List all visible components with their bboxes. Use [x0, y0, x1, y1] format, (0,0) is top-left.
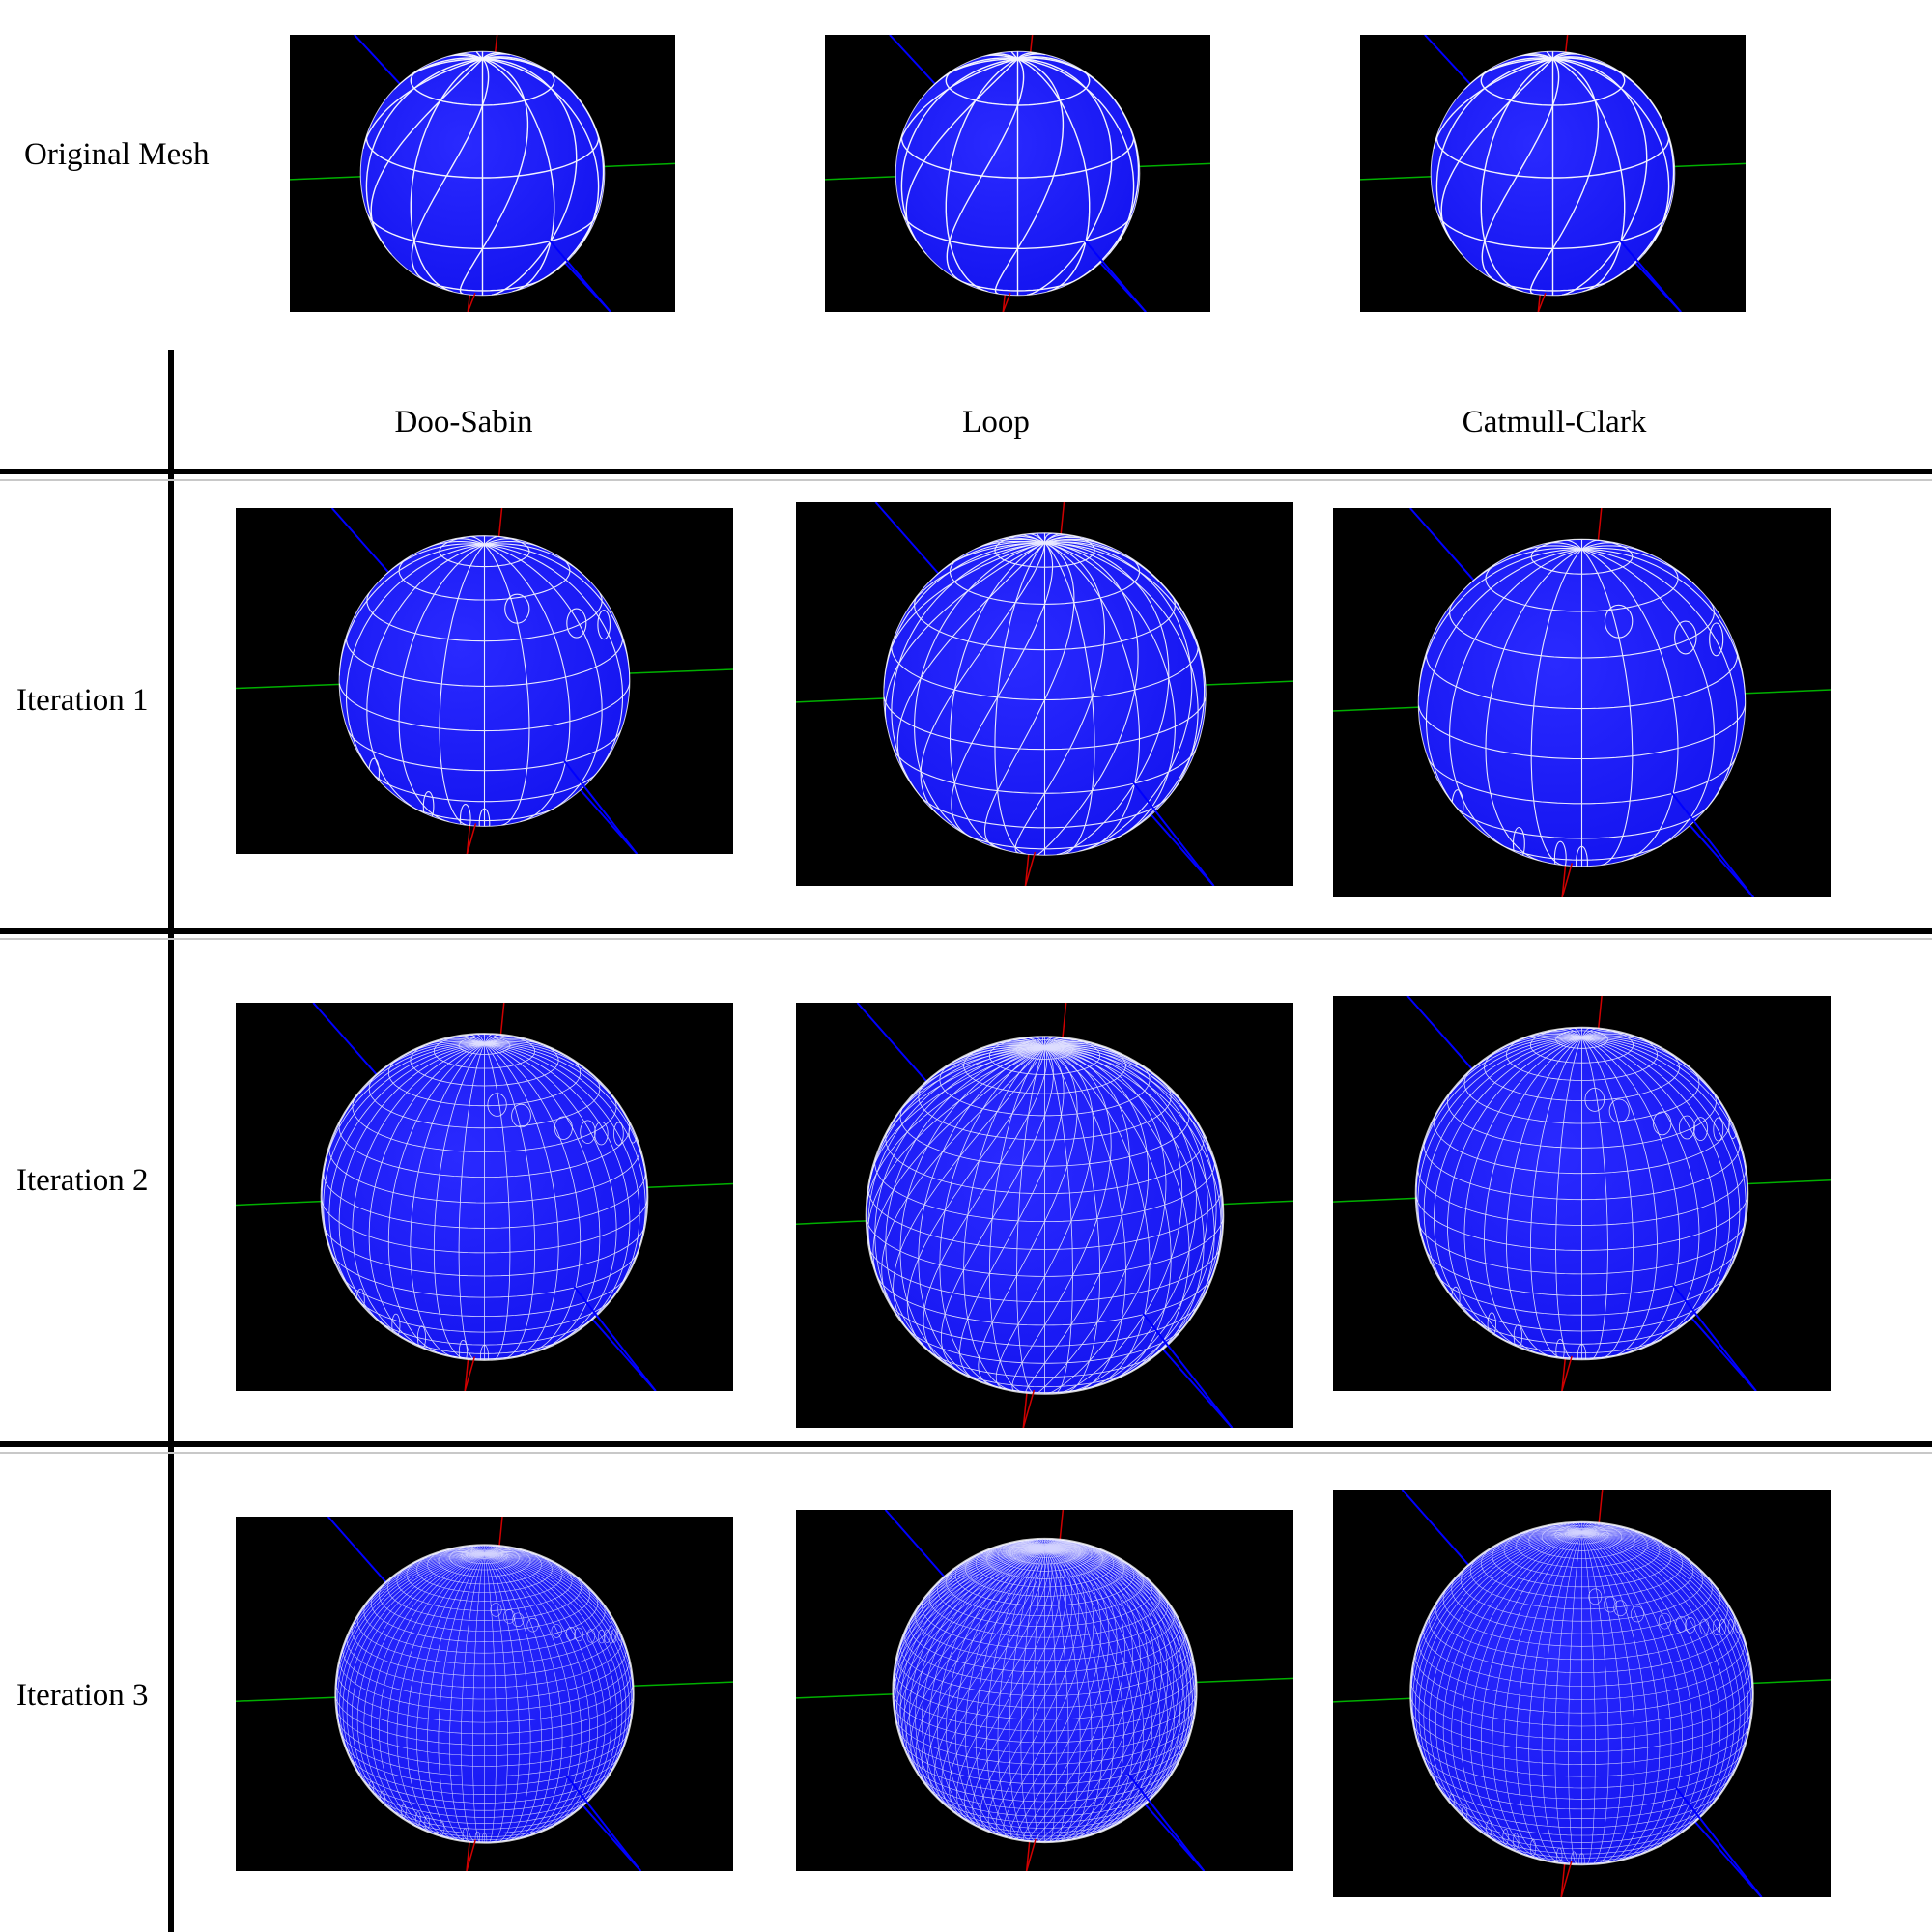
sphere-wireframe-graphic — [236, 508, 733, 854]
sphere-outline — [359, 50, 606, 297]
sphere-wireframe-graphic — [290, 35, 675, 312]
sphere-outline — [865, 1036, 1225, 1395]
doo-sabin-iteration-2-render — [236, 1003, 733, 1391]
sphere-outline — [1430, 50, 1676, 297]
original-mesh-render-2 — [825, 35, 1210, 312]
table-divider-row1 — [0, 928, 1932, 934]
y-axis-front-line — [466, 823, 477, 854]
z-axis-front-line — [1084, 240, 1147, 312]
z-axis-front-line — [563, 760, 639, 854]
sphere-wireframe-graphic — [825, 35, 1210, 312]
z-axis-front-line — [573, 1286, 657, 1391]
loop-iteration-1-render — [796, 502, 1293, 886]
table-divider-header — [0, 469, 1932, 474]
z-axis-front-line — [565, 1775, 642, 1871]
column-header-doo-sabin: Doo-Sabin — [394, 405, 533, 440]
sphere-wireframe — [335, 1545, 634, 1843]
y-axis-front-line — [1537, 292, 1547, 312]
original-mesh-render-1 — [290, 35, 675, 312]
sphere-wireframe-graphic — [796, 1003, 1293, 1428]
z-axis-front-line — [1132, 781, 1215, 886]
sphere-outline — [1409, 1520, 1754, 1866]
y-axis-front-line — [464, 1356, 476, 1391]
table-divider-row1-shadow — [0, 938, 1932, 940]
sphere-outline — [892, 1537, 1198, 1844]
sphere-outline — [895, 50, 1141, 297]
z-axis-front-line — [1619, 240, 1682, 312]
loop-iteration-3-render — [796, 1510, 1293, 1871]
doo-sabin-iteration-3-render — [236, 1517, 733, 1871]
y-axis-front-line — [466, 1839, 476, 1871]
sphere-outline — [334, 1544, 635, 1844]
sphere-wireframe — [321, 1034, 648, 1360]
y-axis-front-line — [467, 292, 476, 312]
y-axis-front-line — [1561, 863, 1574, 897]
sphere-wireframe-graphic — [796, 1510, 1293, 1871]
z-axis-front-line — [1672, 1284, 1757, 1391]
original-mesh-render-3 — [1360, 35, 1746, 312]
z-axis-front-line — [1142, 1313, 1234, 1428]
y-axis-front-line — [1560, 1861, 1573, 1897]
table-vertical-divider — [168, 350, 174, 1932]
sphere-wireframe — [1410, 1521, 1753, 1865]
row-label-iteration-2: Iteration 2 — [16, 1163, 149, 1198]
column-header-catmull-clark: Catmull-Clark — [1462, 405, 1647, 440]
y-axis-front-line — [1022, 1389, 1036, 1428]
sphere-wireframe — [883, 532, 1207, 856]
sphere-wireframe — [1415, 1027, 1748, 1360]
sphere-outline — [338, 535, 631, 827]
sphere-wireframe — [897, 51, 1140, 296]
column-header-loop: Loop — [962, 405, 1030, 440]
y-axis-front-line — [1002, 292, 1011, 312]
sphere-outline — [1417, 538, 1747, 867]
sphere-wireframe-graphic — [236, 1003, 733, 1391]
sphere-outline — [1414, 1026, 1749, 1361]
row-label-iteration-3: Iteration 3 — [16, 1678, 149, 1713]
table-divider-row2 — [0, 1441, 1932, 1447]
row-label-iteration-1: Iteration 1 — [16, 683, 149, 718]
y-axis-front-line — [1024, 851, 1037, 886]
doo-sabin-iteration-1-render — [236, 508, 733, 854]
sphere-outline — [883, 532, 1207, 856]
sphere-outline — [320, 1033, 649, 1361]
catmull-clark-iteration-1-render — [1333, 508, 1831, 897]
sphere-wireframe-graphic — [1360, 35, 1746, 312]
sphere-wireframe — [866, 1037, 1224, 1394]
sphere-wireframe-graphic — [236, 1517, 733, 1871]
z-axis-front-line — [1670, 791, 1755, 897]
z-axis-front-line — [549, 240, 611, 312]
loop-iteration-2-render — [796, 1003, 1293, 1428]
z-axis-front-line — [1127, 1773, 1206, 1871]
sphere-wireframe — [362, 51, 605, 296]
sphere-wireframe-graphic — [1333, 508, 1831, 897]
sphere-wireframe-graphic — [1333, 1490, 1831, 1897]
sphere-wireframe — [1418, 539, 1746, 867]
y-axis-front-line — [1025, 1838, 1037, 1871]
sphere-wireframe-graphic — [1333, 996, 1831, 1391]
row-label-original-mesh: Original Mesh — [24, 137, 210, 172]
table-divider-row2-shadow — [0, 1452, 1932, 1454]
y-axis-front-line — [1561, 1355, 1573, 1391]
catmull-clark-iteration-2-render — [1333, 996, 1831, 1391]
catmull-clark-iteration-3-render — [1333, 1490, 1831, 1897]
sphere-wireframe-graphic — [796, 502, 1293, 886]
z-axis-front-line — [1675, 1786, 1763, 1897]
table-divider-header-shadow — [0, 479, 1932, 481]
